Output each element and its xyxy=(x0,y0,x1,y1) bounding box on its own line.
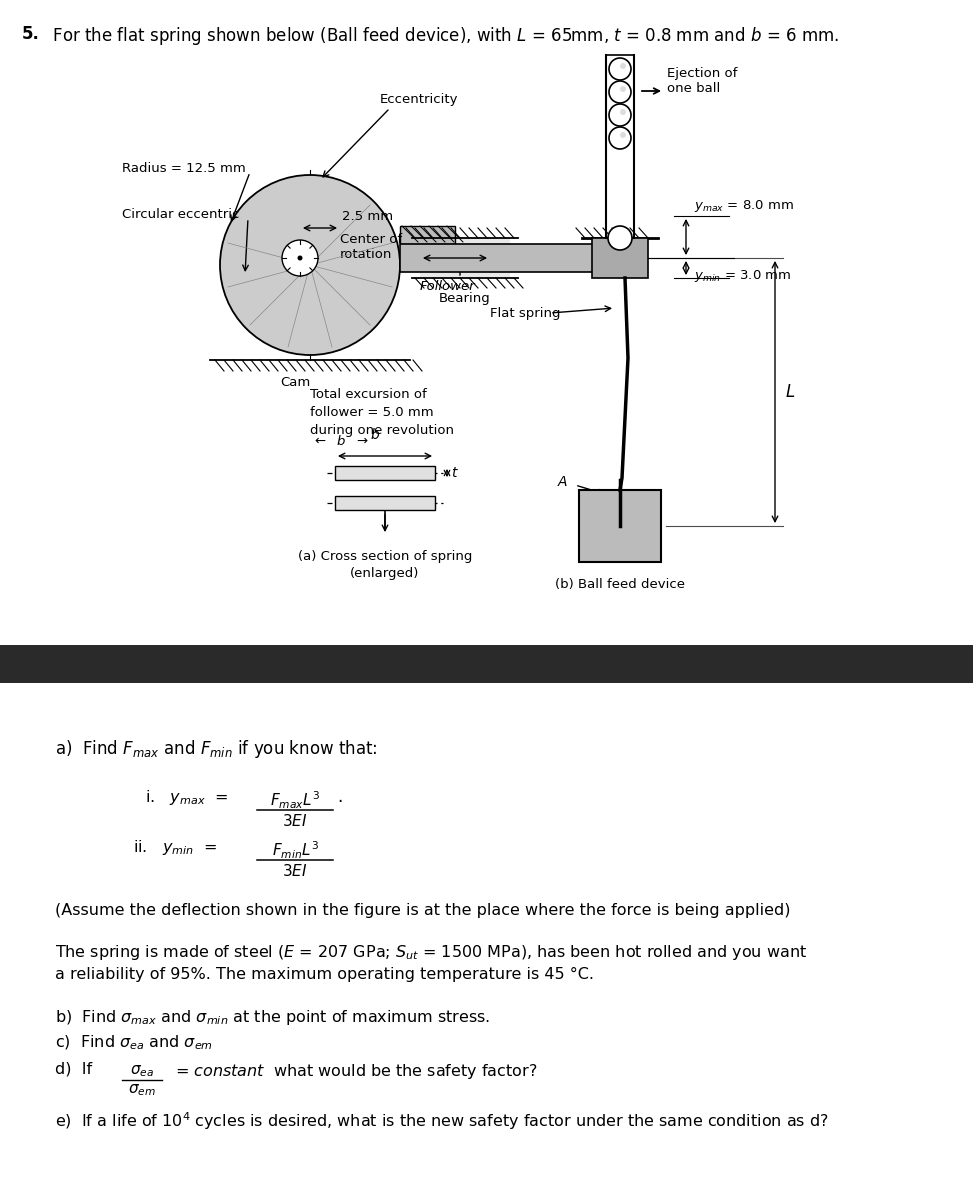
Text: The spring is made of steel ($E$ = 207 GPa; $S_{ut}$ = 1500 MPa), has been hot r: The spring is made of steel ($E$ = 207 G… xyxy=(55,943,808,962)
Circle shape xyxy=(609,80,631,103)
Text: Center of: Center of xyxy=(340,233,402,246)
Text: a)  Find $F_{max}$ and $F_{min}$ if you know that:: a) Find $F_{max}$ and $F_{min}$ if you k… xyxy=(55,738,378,760)
Text: (a) Cross section of spring: (a) Cross section of spring xyxy=(298,550,472,563)
Text: (enlarged): (enlarged) xyxy=(350,566,419,580)
Text: ii.   $y_{min}$  =: ii. $y_{min}$ = xyxy=(133,838,217,857)
Text: a reliability of 95%. The maximum operating temperature is 45 °C.: a reliability of 95%. The maximum operat… xyxy=(55,967,594,982)
Text: (b) Ball feed device: (b) Ball feed device xyxy=(555,578,685,590)
Circle shape xyxy=(620,109,626,115)
Text: b)  Find $\sigma_{max}$ and $\sigma_{min}$ at the point of maximum stress.: b) Find $\sigma_{max}$ and $\sigma_{min}… xyxy=(55,1008,490,1027)
Text: c)  Find $\sigma_{ea}$ and $\sigma_{em}$: c) Find $\sigma_{ea}$ and $\sigma_{em}$ xyxy=(55,1034,213,1052)
Text: Eccentricity: Eccentricity xyxy=(380,94,458,107)
Polygon shape xyxy=(400,226,455,244)
Text: one ball: one ball xyxy=(667,82,720,95)
Bar xyxy=(335,466,435,480)
Text: Follower: Follower xyxy=(420,280,476,293)
Text: $\leftarrow$  $b$  $\rightarrow$: $\leftarrow$ $b$ $\rightarrow$ xyxy=(311,434,368,448)
Text: $\sigma_{ea}$: $\sigma_{ea}$ xyxy=(130,1063,154,1079)
Text: Circular eccentric: Circular eccentric xyxy=(122,209,239,222)
Circle shape xyxy=(298,256,303,260)
Text: Bearing: Bearing xyxy=(439,292,490,305)
Text: = $\it{constant}$  what would be the safety factor?: = $\it{constant}$ what would be the safe… xyxy=(170,1062,537,1081)
Text: e)  If a life of $10^4$ cycles is desired, what is the new safety factor under t: e) If a life of $10^4$ cycles is desired… xyxy=(55,1110,829,1132)
Text: Flat spring: Flat spring xyxy=(490,306,560,319)
Text: .: . xyxy=(337,788,342,806)
Circle shape xyxy=(620,86,626,92)
Text: $3EI$: $3EI$ xyxy=(282,863,307,878)
Text: 5.: 5. xyxy=(22,25,40,43)
Circle shape xyxy=(220,175,400,355)
Text: $\sigma_{em}$: $\sigma_{em}$ xyxy=(128,1082,156,1098)
Circle shape xyxy=(620,62,626,68)
Text: $y_{min}$ = 3.0 mm: $y_{min}$ = 3.0 mm xyxy=(694,268,791,284)
Bar xyxy=(400,244,620,272)
Bar xyxy=(335,496,435,510)
Text: $y_{max}$ = 8.0 mm: $y_{max}$ = 8.0 mm xyxy=(694,198,794,214)
Text: Cam: Cam xyxy=(280,376,310,389)
Text: Total excursion of: Total excursion of xyxy=(310,388,427,401)
Text: d)  If: d) If xyxy=(55,1062,97,1078)
Text: For the flat spring shown below (Ball feed device), with $L$ = 65mm, $t$ = 0.8 m: For the flat spring shown below (Ball fe… xyxy=(42,25,839,47)
Circle shape xyxy=(608,226,632,250)
Bar xyxy=(579,490,661,562)
Circle shape xyxy=(609,127,631,149)
Text: i.   $y_{max}$  =: i. $y_{max}$ = xyxy=(145,788,228,806)
Text: Radius = 12.5 mm: Radius = 12.5 mm xyxy=(122,162,246,174)
Bar xyxy=(0,646,973,683)
Text: $L$: $L$ xyxy=(785,383,795,401)
Text: $F_{max}L^3$: $F_{max}L^3$ xyxy=(270,790,320,811)
Bar xyxy=(420,238,510,278)
Circle shape xyxy=(609,58,631,80)
Text: $t$: $t$ xyxy=(451,466,459,480)
Text: $F_{min}L^3$: $F_{min}L^3$ xyxy=(271,840,318,862)
Text: (Assume the deflection shown in the figure is at the place where the force is be: (Assume the deflection shown in the figu… xyxy=(55,902,790,918)
Circle shape xyxy=(282,240,318,276)
Bar xyxy=(592,238,648,278)
Text: during one revolution: during one revolution xyxy=(310,424,454,437)
Text: $b$: $b$ xyxy=(370,427,380,442)
Text: Ejection of: Ejection of xyxy=(667,66,738,79)
Text: follower = 5.0 mm: follower = 5.0 mm xyxy=(310,406,434,419)
Text: 2.5 mm: 2.5 mm xyxy=(342,210,393,222)
Text: $3EI$: $3EI$ xyxy=(282,814,307,829)
Text: rotation: rotation xyxy=(340,248,392,260)
Circle shape xyxy=(609,104,631,126)
Text: A: A xyxy=(558,475,566,490)
Circle shape xyxy=(620,132,626,138)
